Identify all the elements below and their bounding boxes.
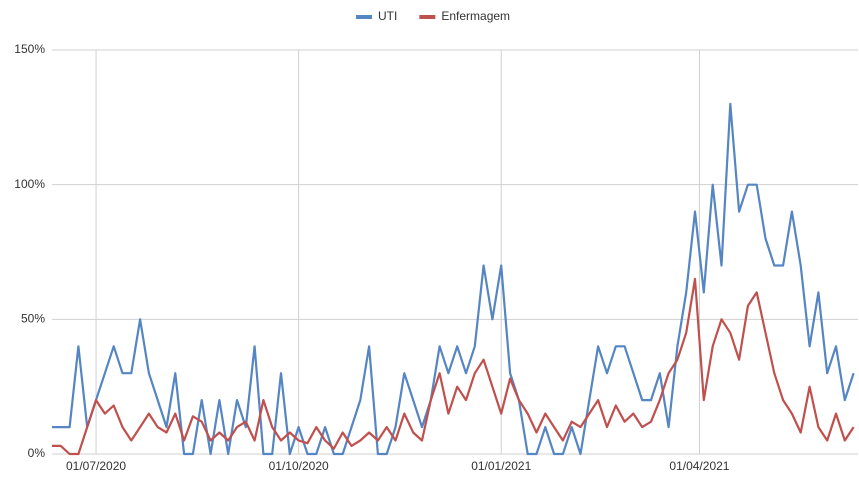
x-tick-label: 01/10/2020 (269, 459, 329, 473)
y-tick-label: 150% (14, 42, 45, 56)
legend-label: Enfermagem (441, 9, 510, 23)
x-tick-label: 01/01/2021 (471, 459, 531, 473)
x-tick-label: 01/07/2020 (66, 459, 126, 473)
legend-label: UTI (378, 9, 397, 23)
y-tick-label: 0% (28, 446, 46, 460)
x-tick-label: 01/04/2021 (669, 459, 729, 473)
y-tick-label: 50% (21, 312, 45, 326)
y-tick-label: 100% (14, 177, 45, 191)
data-line (52, 277, 855, 456)
data-line (52, 102, 855, 456)
